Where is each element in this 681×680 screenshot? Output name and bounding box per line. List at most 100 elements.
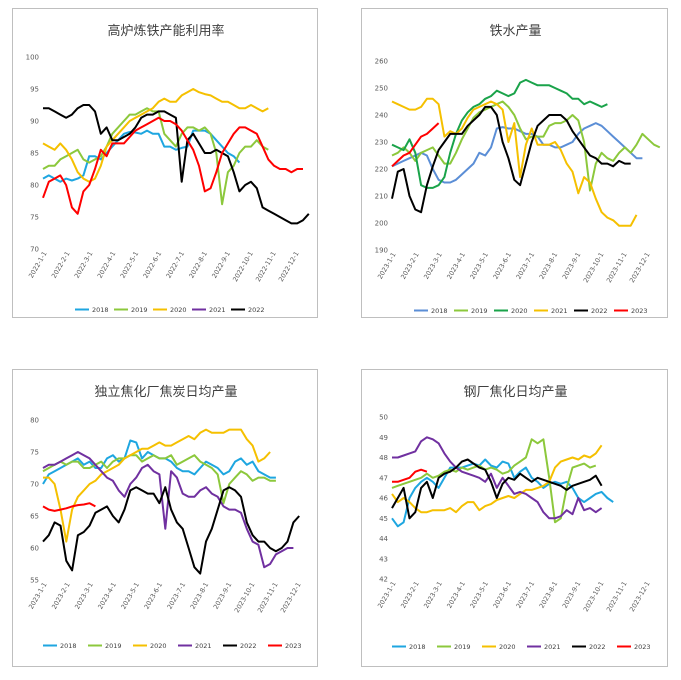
y-tick-label: 190 — [375, 247, 388, 255]
legend-label: 2021 — [209, 306, 226, 314]
x-tick-label: 2023-6-1 — [492, 251, 514, 281]
legend-label: 2023 — [631, 307, 648, 315]
series-line-2019 — [42, 454, 276, 505]
legend-label: 2021 — [551, 307, 568, 315]
x-tick-label: 2023-12-1 — [628, 251, 652, 284]
series-line-2018 — [391, 458, 614, 528]
legend-label: 2023 — [634, 643, 651, 651]
legend-label: 2022 — [240, 642, 257, 650]
y-tick-label: 60 — [30, 545, 39, 553]
x-tick-label: 2022-6-1 — [142, 250, 164, 280]
legend-label: 2019 — [105, 642, 122, 650]
series-line-2022 — [42, 486, 300, 575]
legend-label: 2023 — [285, 642, 302, 650]
series-line-2022 — [391, 105, 631, 214]
x-tick-label: 2023-10-1 — [233, 581, 257, 614]
y-tick-label: 80 — [30, 417, 39, 425]
y-tick-label: 49 — [379, 434, 388, 442]
x-tick-label: 2023-2-1 — [399, 251, 421, 281]
series-line-2018 — [391, 122, 643, 184]
y-tick-label: 210 — [375, 193, 388, 201]
legend-label: 2018 — [60, 642, 77, 650]
x-tick-label: 2022-8-1 — [187, 250, 209, 280]
x-tick-label: 2023-2-1 — [50, 581, 72, 611]
y-tick-label: 50 — [379, 414, 388, 422]
y-tick-label: 80 — [30, 182, 39, 190]
x-tick-label: 2023-5-1 — [468, 580, 490, 610]
x-tick-label: 2023-3-1 — [422, 251, 444, 281]
y-tick-label: 47 — [379, 474, 388, 482]
legend-label: 2021 — [544, 643, 561, 651]
x-tick-label: 2023-11-1 — [256, 581, 280, 614]
y-tick-label: 75 — [30, 449, 39, 457]
y-tick-label: 42 — [379, 576, 388, 584]
series-line-2019 — [391, 438, 597, 524]
chart-svg-0: 高炉炼铁产能利用率 70 75 80 85 90 95 100 2022-1-1 2022-2-1… — [26, 23, 310, 314]
y-tick-label: 260 — [375, 58, 388, 66]
y-tick-label: 230 — [375, 139, 388, 147]
legend-label: 2020 — [499, 643, 516, 651]
legend-label: 2019 — [471, 307, 488, 315]
series-line-2020 — [391, 444, 603, 514]
series-line-2022 — [43, 104, 310, 225]
x-tick-label: 2023-9-1 — [561, 580, 583, 610]
x-tick-label: 2022-4-1 — [96, 250, 118, 280]
x-tick-label: 2023-11-1 — [605, 580, 629, 613]
y-tick-label: 43 — [379, 555, 388, 563]
x-tick-label: 2022-10-1 — [231, 250, 255, 283]
x-tick-label: 2023-10-1 — [582, 580, 606, 613]
x-tick-label: 2022-5-1 — [119, 250, 141, 280]
x-tick-label: 2023-3-1 — [422, 580, 444, 610]
x-tick-label: 2023-5-1 — [468, 251, 490, 281]
x-tick-label: 2022-9-1 — [210, 250, 232, 280]
legend-label: 2018 — [92, 306, 109, 314]
series-line-2022 — [391, 458, 603, 520]
x-tick-label: 2023-12-1 — [279, 581, 303, 614]
x-tick-label: 2023-3-1 — [73, 581, 95, 611]
y-tick-label: 200 — [375, 220, 388, 228]
chart-panel-independent-coking-output: 独立焦化厂焦炭日均产量 55 60 65 70 75 80 2023-1-1 2023-2-1 2… — [12, 369, 318, 667]
x-tick-label: 2023-1-1 — [376, 580, 398, 610]
x-tick-label: 2023-4-1 — [96, 581, 118, 611]
legend-label: 2020 — [511, 307, 528, 315]
chart-title: 独立焦化厂焦炭日均产量 — [94, 385, 237, 400]
series-line-2023 — [42, 502, 96, 512]
series-line-2021 — [391, 97, 638, 227]
x-tick-label: 2023-12-1 — [628, 580, 652, 613]
series-line-2023 — [391, 122, 440, 168]
chart-panel-steelmill-coking-output: 钢厂焦化日均产量 42 43 44 45 46 47 48 49 50 2023-1-1 2023-2… — [361, 369, 668, 667]
y-tick-label: 90 — [30, 118, 39, 126]
chart-title: 钢厂焦化日均产量 — [463, 385, 567, 400]
y-tick-label: 85 — [30, 150, 39, 158]
x-tick-label: 2023-1-1 — [27, 581, 49, 611]
x-tick-label: 2022-3-1 — [73, 250, 95, 280]
series-line-2021 — [42, 451, 294, 569]
y-tick-label: 46 — [379, 495, 388, 503]
y-tick-label: 95 — [30, 86, 39, 94]
x-tick-label: 2023-2-1 — [399, 580, 421, 610]
chart-panel-blast-furnace-utilization: 高炉炼铁产能利用率 70 75 80 85 90 95 100 2022-1-1 2022-2-1… — [12, 8, 318, 318]
series-line-2023 — [42, 116, 303, 215]
x-tick-label: 2023-4-1 — [445, 251, 467, 281]
legend-label: 2019 — [131, 306, 148, 314]
y-tick-label: 44 — [379, 535, 388, 543]
x-tick-label: 2023-6-1 — [143, 581, 165, 611]
chart-title: 高炉炼铁产能利用率 — [107, 23, 224, 39]
y-tick-label: 45 — [379, 515, 388, 523]
legend-label: 2021 — [195, 642, 212, 650]
x-tick-label: 2023-4-1 — [445, 580, 467, 610]
x-tick-label: 2022-12-1 — [277, 250, 301, 283]
legend-label: 2020 — [150, 642, 167, 650]
legend-label: 2018 — [431, 307, 448, 315]
x-tick-label: 2022-7-1 — [165, 250, 187, 280]
x-tick-label: 2023-9-1 — [561, 251, 583, 281]
y-tick-label: 55 — [30, 577, 39, 585]
x-tick-label: 2023-7-1 — [515, 580, 537, 610]
series-line-2020 — [43, 428, 271, 543]
x-tick-label: 2023-1-1 — [376, 251, 398, 281]
legend-label: 2020 — [170, 306, 187, 314]
series-line-2021 — [392, 436, 603, 520]
x-tick-label: 2022-1-1 — [27, 250, 49, 280]
